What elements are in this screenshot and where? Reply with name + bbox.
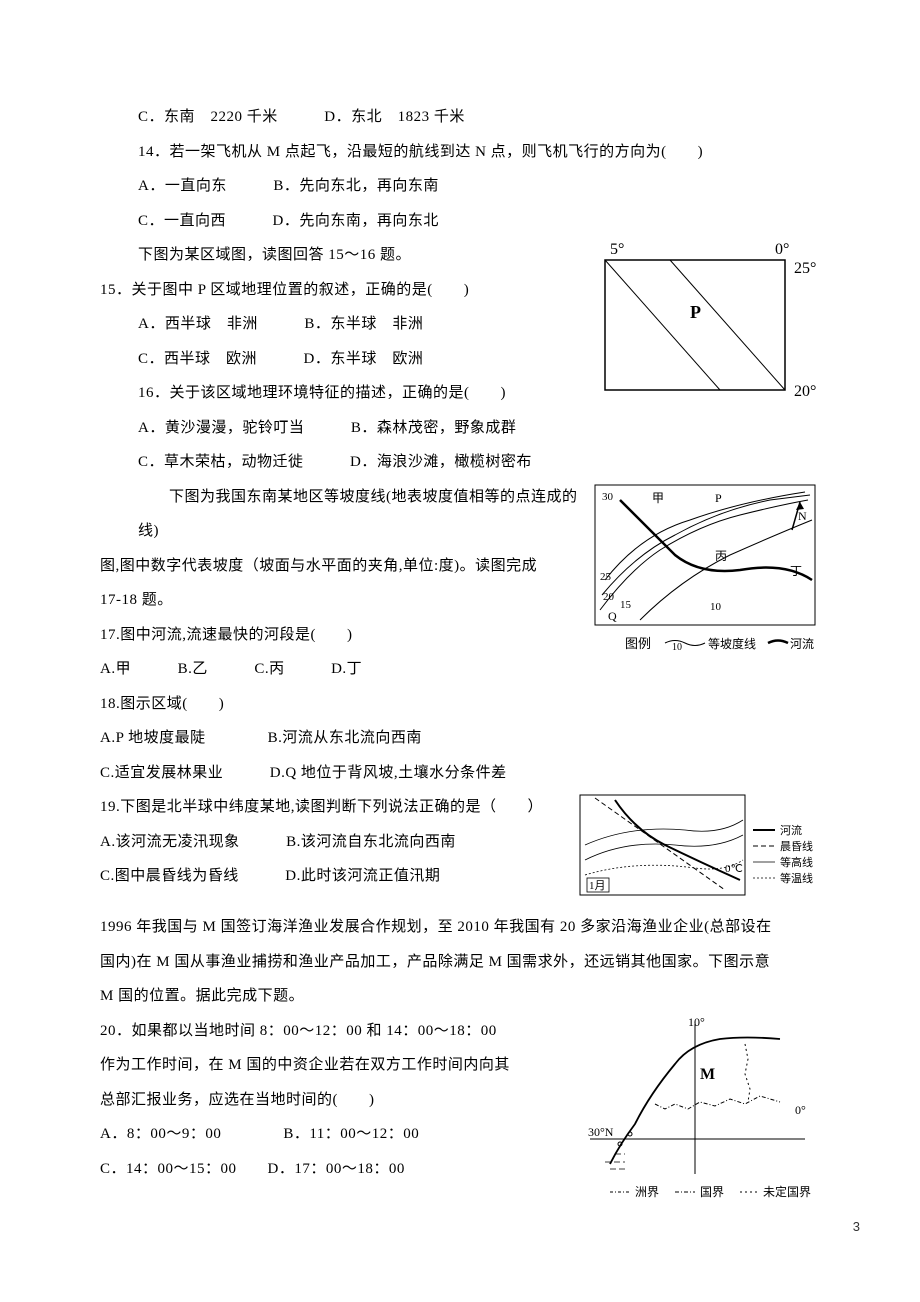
m-label: M: [700, 1066, 715, 1083]
bing-label: 丙: [715, 549, 727, 563]
legend-continent-border: 洲界: [635, 1185, 659, 1199]
option-line: C．草木荣枯，动物迁徙 D．海浪沙滩，橄榄树密布: [100, 445, 820, 480]
option-line: A.P 地坡度最陡 B.河流从东北流向西南: [100, 721, 820, 756]
q-label: Q: [608, 609, 617, 623]
legend-terminator: 晨昏线: [780, 839, 813, 853]
page-number: 3: [853, 1219, 860, 1234]
p-label: P: [690, 302, 701, 322]
lon-5-label: 5°: [610, 241, 624, 258]
option-line: C．一直向西 D．先向东南，再向东北: [100, 204, 820, 239]
option-line: C.适宜发展林果业 D.Q 地位于背风坡,土壤水分条件差: [100, 756, 820, 791]
legend-undefined-border: 未定国界: [763, 1184, 811, 1199]
lon-0-label: 0°: [775, 241, 789, 258]
lat-30n-label: 30°N: [588, 1125, 614, 1139]
figure-p-region-map: 5° 0° 25° 20° P: [590, 238, 820, 403]
legend-river: 河流: [790, 637, 814, 651]
lat-25-label: 25°: [794, 260, 816, 277]
legend-contour: 等高线: [780, 855, 813, 869]
passage-text: 国内)在 M 国从事渔业捕捞和渔业产品加工，产品除满足 M 国需求外，还远销其他…: [100, 945, 820, 980]
figure-m-country-map: 10° 30°N 0° M 洲界 国界 未定国界: [580, 1014, 820, 1214]
lon-10-label: 10°: [688, 1015, 705, 1029]
question-14: 14．若一架飞机从 M 点起飞，沿最短的航线到达 N 点，则飞机飞行的方向为( …: [100, 135, 820, 170]
legend-country-border: 国界: [700, 1185, 724, 1199]
figure-slope-contour-map: 甲 P 丙 丁 Q 30 25 20 15 10 N 图例 10 等坡度线 河流: [590, 480, 820, 660]
question-18: 18.图示区域( ): [100, 687, 820, 722]
lon-0-label-2: 0°: [795, 1103, 806, 1117]
document-page: C．东南 2220 千米 D．东北 1823 千米 14．若一架飞机从 M 点起…: [0, 0, 920, 1254]
lat-20-label: 20°: [794, 383, 816, 400]
option-line: A．黄沙漫漫，驼铃叮当 B．森林茂密，野象成群: [100, 411, 820, 446]
num-15: 15: [620, 599, 632, 611]
month-label: 1月: [589, 880, 606, 892]
jia-label: 甲: [652, 491, 664, 505]
p-label-2: P: [715, 491, 722, 505]
option-line: A．一直向东 B．先向东北，再向东南: [100, 169, 820, 204]
num-20: 20: [603, 591, 615, 603]
ding-label: 丁: [790, 564, 802, 578]
legend-river-2: 河流: [780, 823, 802, 837]
num-25: 25: [600, 571, 612, 583]
num-30: 30: [602, 491, 614, 503]
legend-10: 10: [672, 642, 682, 653]
figure-mid-latitude-map: 0℃ 1月 河流 晨昏线 等高线 等温线: [575, 790, 820, 910]
north-label: N: [798, 509, 807, 523]
num-10: 10: [710, 601, 722, 613]
zero-c-label: 0℃: [725, 863, 743, 875]
passage-text: 1996 年我国与 M 国签订海洋渔业发展合作规划，至 2010 年我国有 20…: [100, 910, 820, 945]
legend-slope-line: 等坡度线: [708, 636, 756, 651]
passage-text: M 国的位置。据此完成下题。: [100, 979, 820, 1014]
legend-isotherm: 等温线: [780, 871, 813, 885]
option-line: C．东南 2220 千米 D．东北 1823 千米: [100, 100, 820, 135]
legend-label: 图例: [625, 636, 651, 651]
